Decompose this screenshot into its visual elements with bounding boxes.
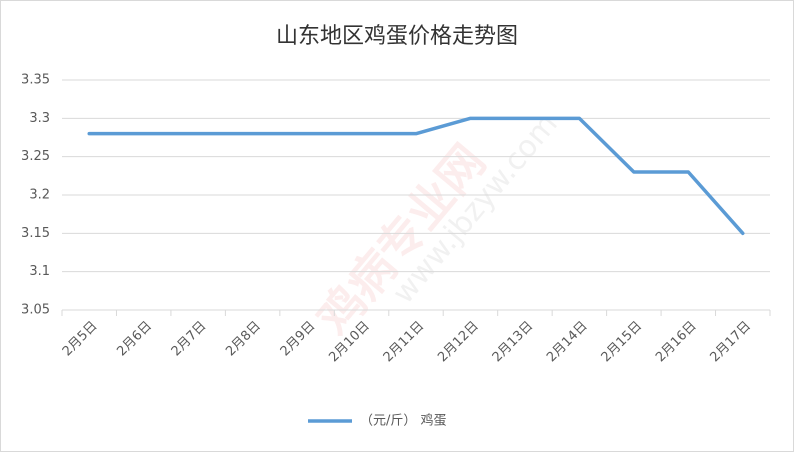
y-tick-label: 3.1 — [29, 264, 50, 279]
y-tick-label: 3.15 — [21, 226, 50, 241]
line-series — [87, 116, 745, 236]
y-tick-label: 3.35 — [21, 73, 50, 88]
y-tick-label: 3.05 — [21, 303, 50, 318]
chart-title: 山东地区鸡蛋价格走势图 — [276, 24, 518, 49]
y-tick-label: 3.2 — [29, 188, 50, 203]
legend-label: （元/斤） 鸡蛋 — [360, 413, 447, 429]
y-tick-label: 3.3 — [29, 111, 50, 126]
y-tick-label: 3.25 — [21, 149, 50, 164]
